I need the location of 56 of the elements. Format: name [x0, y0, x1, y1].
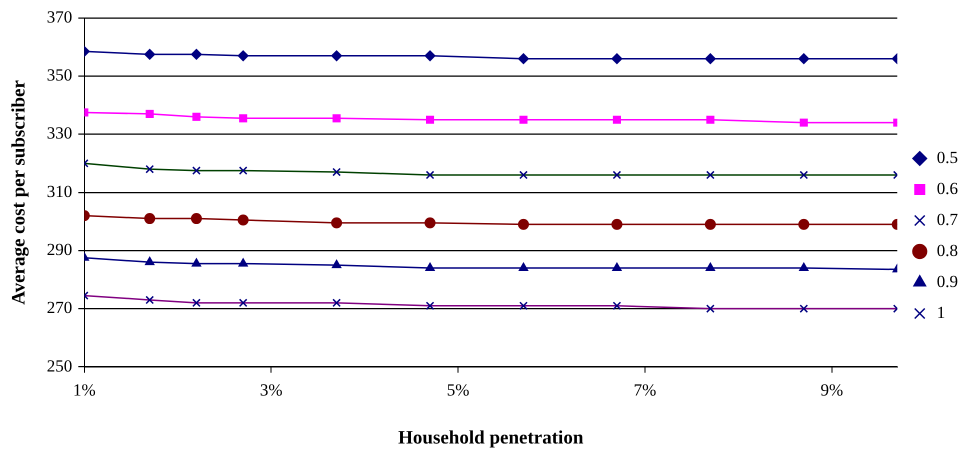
y-tick-label: 270	[46, 298, 72, 318]
point	[519, 116, 528, 124]
legend-label: 0.6	[936, 178, 958, 198]
point	[798, 262, 809, 271]
point	[238, 50, 249, 62]
point	[331, 50, 342, 62]
point	[332, 260, 342, 268]
y-tick-label: 330	[46, 124, 72, 143]
point	[706, 262, 716, 271]
point	[238, 258, 248, 267]
point	[331, 217, 342, 228]
point	[424, 217, 436, 228]
point	[192, 258, 202, 267]
y-tick-label: 370	[46, 7, 72, 26]
point	[144, 213, 156, 224]
x-tick-label: 5%	[446, 380, 470, 400]
point	[518, 53, 529, 64]
x-tick-label: 1%	[72, 380, 96, 400]
point	[144, 48, 156, 60]
point	[332, 114, 341, 122]
point	[798, 218, 810, 230]
point	[518, 218, 529, 230]
point	[518, 262, 528, 271]
legend-label: 0.5	[936, 148, 958, 167]
x-axis-title: Household penetration	[398, 428, 584, 449]
point	[611, 218, 622, 230]
point	[144, 256, 155, 266]
point	[190, 48, 202, 60]
point	[611, 53, 622, 64]
point	[704, 218, 716, 230]
point	[192, 112, 200, 121]
point	[146, 110, 154, 118]
point	[798, 53, 810, 64]
point	[425, 262, 435, 271]
x-tick-label: 7%	[634, 380, 656, 400]
point	[612, 262, 622, 271]
point	[424, 50, 436, 62]
legend-label: 0.7	[936, 210, 958, 229]
point	[238, 214, 249, 226]
legend-label: 1	[936, 302, 946, 322]
legend-label: 0.9	[936, 272, 958, 291]
point	[426, 116, 434, 124]
x-tick-label: 9%	[820, 380, 844, 400]
legend-label: 0.8	[936, 240, 958, 260]
point	[800, 118, 808, 127]
y-axis-title: Average cost per subscriber	[8, 80, 30, 305]
point	[612, 116, 621, 124]
point	[706, 116, 714, 124]
y-tick-label: 290	[46, 240, 72, 259]
y-tick-label: 310	[46, 182, 72, 201]
point	[190, 213, 202, 224]
y-tick-label: 250	[46, 356, 72, 376]
x-tick-label: 3%	[260, 380, 283, 400]
point	[239, 114, 248, 122]
point	[704, 53, 716, 64]
y-tick-label: 350	[46, 66, 72, 85]
